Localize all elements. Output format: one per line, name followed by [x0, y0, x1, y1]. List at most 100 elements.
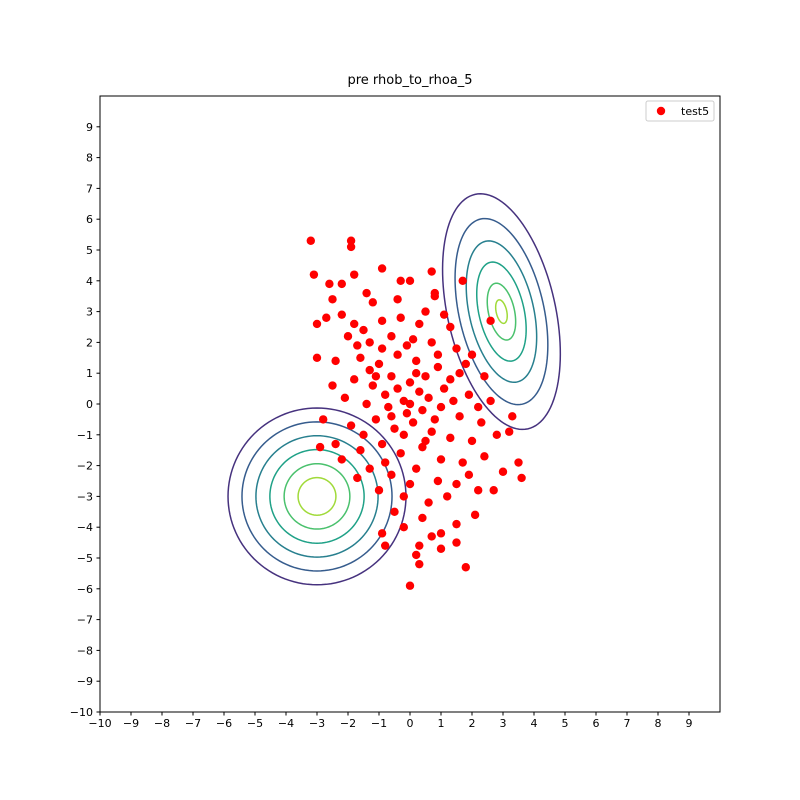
- scatter-point: [508, 412, 517, 421]
- scatter-point: [340, 393, 350, 403]
- scatter-point: [387, 412, 396, 421]
- contour: [227, 407, 407, 586]
- scatter-point: [464, 470, 474, 480]
- scatter-point: [390, 507, 399, 516]
- scatter-point: [387, 470, 396, 480]
- scatter-point: [492, 430, 501, 439]
- scatter-point: [325, 279, 334, 289]
- scatter-point: [446, 433, 455, 443]
- scatter-point: [359, 325, 368, 335]
- scatter-point: [384, 402, 393, 412]
- y-tick-label: −5: [77, 552, 93, 565]
- scatter-point: [337, 310, 346, 319]
- scatter-point: [415, 541, 424, 550]
- scatter-point: [368, 381, 377, 390]
- legend-box: [645, 100, 715, 122]
- scatter-point: [415, 387, 424, 396]
- scatter-point: [439, 384, 449, 393]
- y-tick-label: 6: [86, 213, 93, 226]
- scatter-point: [306, 236, 315, 245]
- x-tick-label: −10: [88, 717, 111, 730]
- scatter-point: [498, 467, 508, 476]
- scatter-point: [436, 402, 446, 412]
- x-tick-label: 2: [469, 717, 476, 730]
- scatter-point: [343, 332, 353, 341]
- plot-area: [227, 193, 562, 590]
- scatter-point: [374, 486, 384, 495]
- scatter-point: [387, 372, 396, 381]
- scatter-point: [461, 563, 470, 572]
- y-tick-label: 3: [86, 306, 93, 319]
- x-tick-label: −5: [247, 717, 263, 730]
- scatter-point: [399, 523, 408, 532]
- scatter-point: [408, 418, 418, 427]
- scatter-point: [449, 396, 458, 406]
- scatter-point: [452, 479, 461, 489]
- scatter-point: [421, 436, 430, 446]
- scatter-point: [309, 270, 319, 279]
- y-tick-label: −9: [77, 675, 93, 688]
- scatter-point: [337, 279, 346, 289]
- y-tick-label: −3: [77, 490, 93, 503]
- scatter-point: [377, 316, 387, 326]
- scatter-point: [412, 369, 421, 378]
- contour: [494, 299, 508, 325]
- scatter-point: [427, 338, 436, 347]
- scatter-point: [399, 430, 408, 439]
- scatter-point: [371, 372, 381, 381]
- scatter-point: [452, 538, 461, 547]
- contour: [454, 217, 549, 406]
- scatter-point: [362, 399, 371, 409]
- scatter-point: [517, 473, 526, 483]
- x-tick-label: −6: [216, 717, 232, 730]
- contour: [465, 240, 538, 384]
- scatter-point: [430, 292, 439, 301]
- scatter-point: [436, 529, 446, 538]
- scatter-point: [374, 359, 384, 369]
- y-tick-label: 0: [86, 398, 93, 411]
- scatter-point: [486, 396, 495, 406]
- scatter-point: [365, 464, 374, 473]
- scatter-point: [486, 316, 495, 326]
- scatter-point: [396, 276, 405, 285]
- scatter-point: [353, 341, 362, 350]
- scatter-point: [337, 455, 346, 464]
- contour: [475, 261, 527, 362]
- scatter-point: [377, 264, 387, 273]
- scatter-point: [402, 409, 412, 418]
- scatter-point: [477, 418, 486, 427]
- scatter-point: [371, 415, 381, 424]
- scatter-point: [312, 353, 322, 362]
- scatter-point: [415, 559, 424, 569]
- scatter-point: [467, 436, 477, 446]
- scatter-point: [474, 486, 483, 495]
- scatter-point: [424, 393, 433, 403]
- scatter-point: [452, 344, 461, 353]
- scatter-point: [399, 396, 408, 406]
- scatter-point: [405, 479, 415, 489]
- scatter-point: [415, 319, 424, 329]
- scatter-point: [377, 344, 387, 353]
- x-tick-label: −3: [309, 717, 325, 730]
- x-tick-label: −7: [185, 717, 201, 730]
- scatter-point: [480, 372, 489, 381]
- scatter-point: [387, 332, 396, 341]
- contour: [241, 421, 393, 572]
- contour: [486, 282, 517, 341]
- x-tick-label: 1: [438, 717, 445, 730]
- y-tick-label: 4: [86, 275, 93, 288]
- scatter-point: [365, 365, 374, 375]
- scatter-point: [322, 313, 331, 322]
- scatter-point: [436, 455, 446, 464]
- chart-title: pre rhob_to_rhoa_5: [347, 73, 472, 88]
- y-tick-label: 5: [86, 244, 93, 257]
- scatter-point: [418, 405, 427, 415]
- scatter-point: [446, 375, 455, 384]
- x-tick-label: 6: [593, 717, 600, 730]
- scatter-point: [405, 378, 415, 387]
- scatter-point: [405, 399, 415, 409]
- scatter-point: [458, 276, 467, 285]
- y-tick-label: −8: [77, 644, 93, 657]
